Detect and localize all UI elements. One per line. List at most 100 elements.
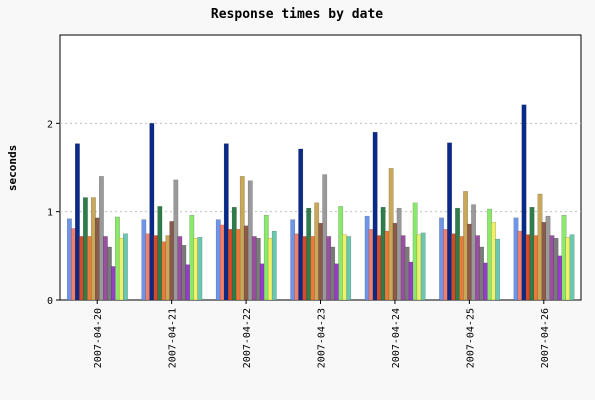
bar	[123, 233, 128, 301]
bar	[306, 207, 312, 301]
y-axis-label: seconds	[6, 145, 19, 191]
bar	[376, 235, 382, 301]
bar	[525, 234, 531, 301]
bar	[223, 143, 229, 301]
chart-title: Response times by date	[211, 7, 383, 22]
x-axis-ticks: 2007-04-20 2007-04-21 2007-04-22 2007-04-23…	[93, 300, 551, 368]
bar	[141, 219, 147, 301]
bar	[302, 236, 308, 301]
bar	[322, 174, 328, 301]
bar	[491, 222, 496, 301]
bar	[189, 214, 195, 301]
bar	[239, 176, 245, 301]
bar	[420, 232, 426, 301]
bar	[479, 246, 484, 301]
bar	[267, 237, 273, 301]
bar	[443, 229, 448, 301]
bar	[380, 207, 386, 301]
bar	[569, 234, 575, 301]
bar	[561, 214, 567, 301]
bar	[79, 236, 84, 301]
bar	[169, 221, 175, 301]
bar	[197, 237, 203, 301]
bar	[521, 104, 527, 301]
bar	[255, 237, 261, 301]
bar	[310, 236, 316, 301]
bar	[181, 245, 187, 301]
bar	[557, 255, 563, 301]
bar	[549, 235, 555, 301]
bar	[95, 217, 100, 301]
bar	[451, 233, 456, 301]
y-tick-label: 1	[47, 208, 53, 219]
bar	[219, 224, 225, 301]
y-tick-label: 2	[47, 119, 53, 130]
bar	[392, 222, 398, 301]
bar	[75, 143, 80, 301]
bar	[388, 168, 394, 301]
bar	[251, 236, 257, 301]
bar	[545, 215, 551, 301]
bar	[368, 229, 374, 301]
bar	[243, 225, 249, 301]
bar	[298, 148, 304, 301]
bar	[338, 206, 344, 301]
bar	[83, 197, 88, 301]
bar	[529, 207, 535, 301]
bar	[115, 216, 120, 301]
bar	[314, 202, 320, 301]
bar	[471, 204, 476, 301]
bar	[145, 233, 151, 301]
bar	[107, 246, 112, 301]
bar	[553, 237, 559, 301]
bar	[533, 235, 539, 301]
x-tick-label: 2007-04-21	[168, 308, 179, 368]
bar	[404, 246, 410, 301]
bar	[396, 207, 402, 301]
bar	[263, 214, 269, 301]
bar	[318, 222, 324, 301]
bar	[185, 264, 191, 301]
bar	[517, 230, 523, 301]
bar	[467, 223, 472, 301]
bar	[459, 236, 464, 301]
bar	[193, 237, 199, 301]
x-tick-label: 2007-04-26	[540, 308, 551, 368]
bar	[91, 197, 96, 301]
bars-group	[67, 104, 575, 301]
bar	[483, 262, 488, 301]
bar	[384, 230, 390, 301]
bar	[439, 217, 444, 301]
bar	[330, 246, 336, 301]
y-tick-label: 0	[47, 296, 53, 307]
x-tick-label: 2007-04-25	[465, 308, 476, 368]
bar	[346, 236, 352, 301]
bar	[447, 142, 452, 301]
bar	[541, 222, 547, 301]
bar	[67, 218, 72, 301]
x-tick-label: 2007-04-20	[93, 308, 104, 368]
bar	[290, 219, 296, 301]
bar	[408, 261, 414, 301]
y-axis-ticks: 0 1 2	[47, 119, 60, 307]
bar	[334, 263, 340, 301]
bar	[153, 235, 159, 301]
bar	[99, 176, 104, 301]
bar	[463, 191, 468, 301]
bar	[235, 229, 241, 301]
bar	[326, 236, 332, 301]
x-tick-label: 2007-04-22	[242, 308, 253, 368]
bar	[475, 235, 480, 301]
bar	[364, 215, 370, 301]
bar	[215, 219, 221, 301]
gridlines	[60, 122, 581, 213]
bar	[294, 233, 300, 301]
bar	[416, 234, 422, 301]
bar	[157, 206, 163, 301]
bar	[161, 241, 167, 301]
bar	[271, 230, 277, 301]
bar	[537, 193, 543, 301]
x-tick-label: 2007-04-23	[317, 308, 328, 368]
bar	[119, 237, 124, 301]
x-tick-label: 2007-04-24	[391, 308, 402, 368]
